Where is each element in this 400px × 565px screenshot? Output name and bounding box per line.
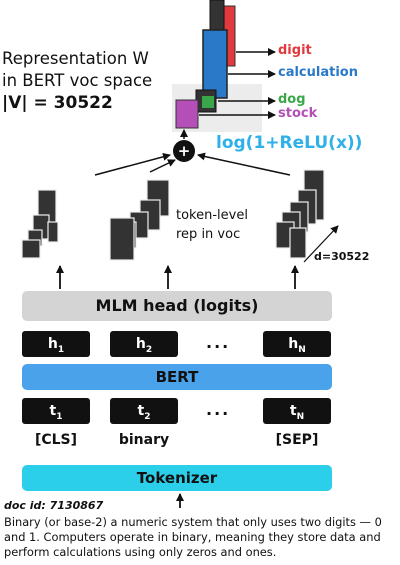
dimension-label: d=30522: [314, 250, 370, 263]
token-rep-line2: rep in voc: [176, 227, 241, 242]
activation-formula: log(1+ReLU(x)): [216, 133, 363, 153]
token-rep-first: [21, 189, 59, 259]
token-input-2: t2: [110, 398, 178, 424]
bert-block: BERT: [22, 364, 332, 390]
token-rep-label: token-level rep in voc: [176, 206, 276, 244]
dog-bar: [202, 96, 214, 108]
token-input-1: t1: [22, 398, 90, 424]
hidden-state-1: h1: [22, 331, 90, 357]
word-label-stock: stock: [278, 106, 318, 121]
arrow-mid-to-plus: [149, 159, 176, 173]
doc-id: doc id: 7130867: [4, 499, 104, 512]
representation-line2: in BERT voc space: [2, 71, 153, 90]
token-word-cls: [CLS]: [34, 432, 78, 448]
token-ellipsis: ...: [206, 400, 231, 419]
dark-bar-top: [209, 0, 225, 31]
dim-arrow: [303, 225, 339, 263]
representation-label: Representation W in BERT voc space |V| =…: [2, 48, 174, 114]
word-label-digit: digit: [278, 43, 312, 58]
arrow-left-to-plus: [94, 152, 171, 176]
representation-line1: Representation W: [2, 49, 149, 68]
token-rep-last: [275, 169, 325, 259]
token-rep-line1: token-level: [176, 208, 248, 223]
arrow-right-to-plus: [197, 152, 291, 176]
tokenizer-block: Tokenizer: [22, 465, 332, 491]
plus-symbol: +: [178, 142, 191, 160]
token-rep-second: [109, 179, 170, 261]
word-label-dog: dog: [278, 92, 306, 107]
document-text: Binary (or base-2) a numeric system that…: [4, 515, 382, 559]
hidden-state-n: hN: [263, 331, 331, 357]
calculation-bar: [202, 29, 228, 99]
token-word-binary: binary: [118, 432, 170, 448]
word-label-calculation: calculation: [278, 65, 358, 80]
mlm-head-block: MLM head (logits): [22, 291, 332, 321]
hidden-ellipsis: ...: [206, 333, 231, 352]
stock-bar: [175, 99, 199, 129]
token-word-sep: [SEP]: [275, 432, 319, 448]
hidden-state-2: h2: [110, 331, 178, 357]
vocab-size-label: |V| = 30522: [2, 93, 113, 113]
token-input-n: tN: [263, 398, 331, 424]
plus-circle: [173, 140, 195, 162]
